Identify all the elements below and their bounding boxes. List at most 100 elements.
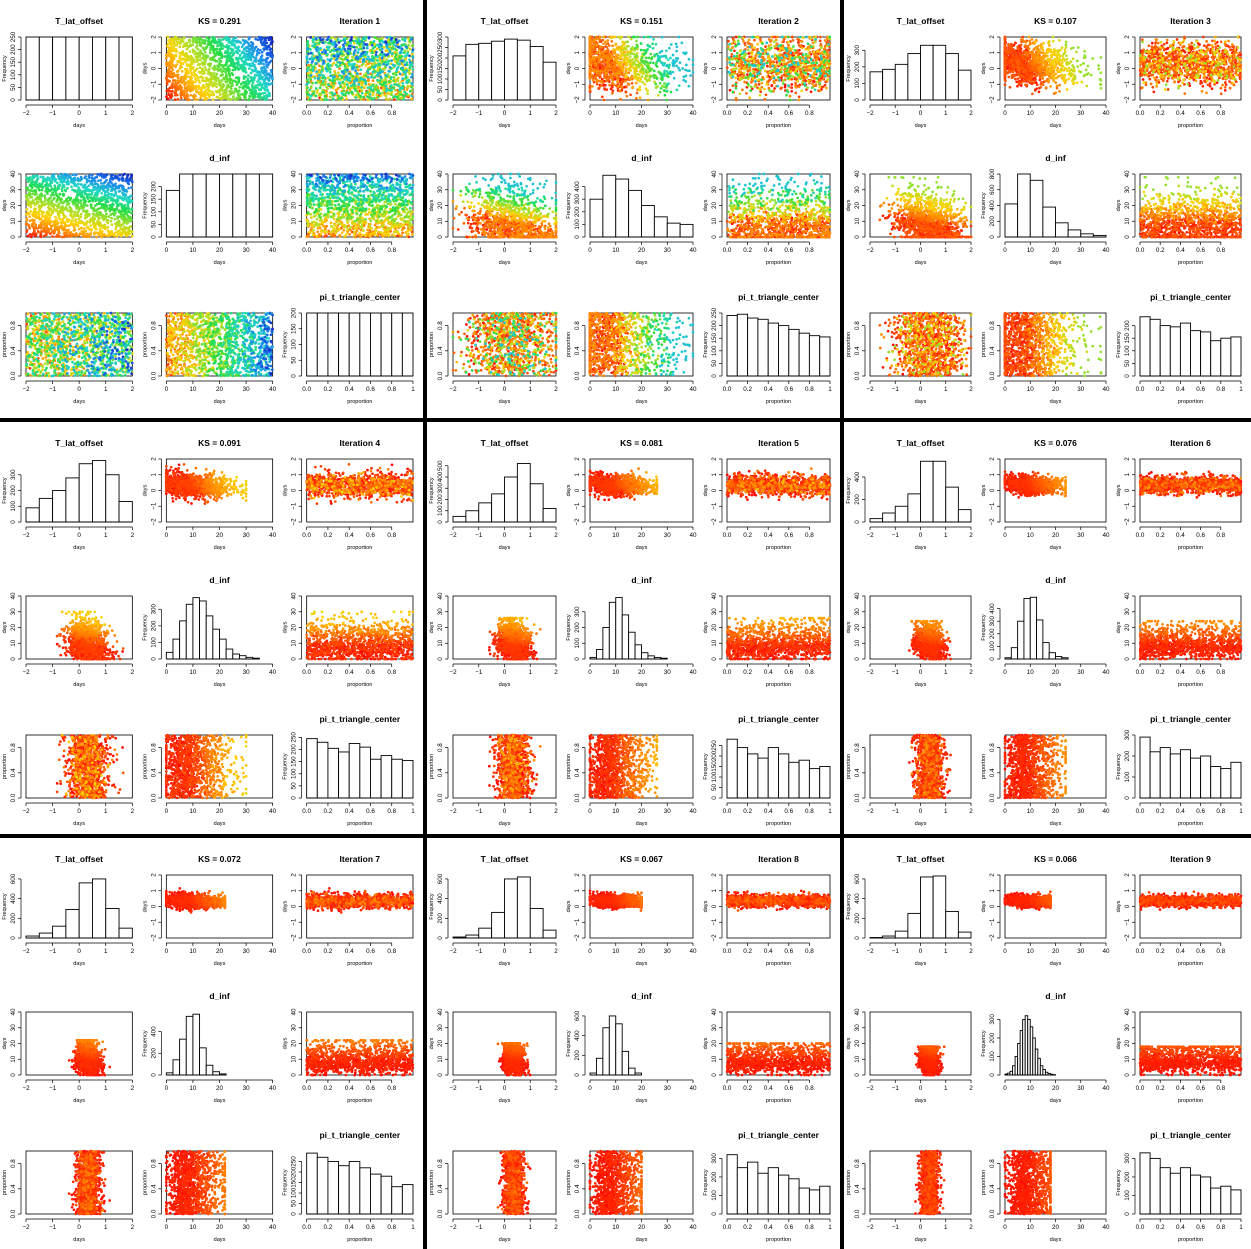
scatter-point	[171, 82, 174, 85]
scatter-point	[271, 54, 274, 57]
scatter-point	[199, 59, 202, 62]
scatter-point	[177, 74, 180, 77]
y-tick-label: 2	[150, 35, 157, 39]
scatter-point	[260, 36, 263, 39]
scatter-point	[204, 51, 207, 54]
scatter-point	[183, 37, 186, 40]
scatter-point	[202, 46, 205, 49]
scatter-point	[166, 54, 169, 57]
scatter-point	[228, 38, 231, 41]
scatter-point	[238, 77, 241, 80]
scatter-point	[184, 78, 187, 81]
scatter-point	[200, 91, 203, 94]
scatter-point	[253, 77, 256, 80]
scatter-point	[251, 84, 254, 87]
scatter-point	[410, 98, 413, 101]
pi-triangle-title: pi_t_triangle_center	[319, 292, 400, 302]
scatter-point	[325, 91, 328, 94]
scatter-point	[202, 76, 205, 79]
scatter-point	[266, 57, 269, 60]
scatter-point	[221, 73, 224, 76]
x-tick-label: 0.2	[324, 110, 333, 117]
scatter-point	[225, 74, 228, 77]
scatter-point	[186, 75, 189, 78]
scatter-point	[174, 98, 177, 101]
scatter-point	[212, 98, 215, 101]
scatter-point	[239, 54, 242, 57]
scatter-point	[307, 72, 310, 75]
scatter-point	[215, 75, 218, 78]
y-tick-label: 1	[291, 51, 298, 55]
scatter-point	[175, 63, 178, 66]
scatter-point	[205, 68, 208, 71]
scatter-point	[169, 87, 172, 90]
scatter-point	[182, 40, 185, 43]
scatter-point	[231, 82, 234, 85]
scatter-point	[258, 97, 261, 100]
scatter-point	[199, 50, 202, 53]
scatter-point	[248, 98, 251, 101]
x-tick-label: 0.4	[345, 110, 354, 117]
scatter-point	[175, 44, 178, 47]
scatter-point	[194, 95, 197, 98]
scatter-point	[220, 52, 223, 55]
scatter-point	[217, 77, 220, 80]
scatter-point	[211, 84, 214, 87]
scatter-point	[209, 62, 212, 65]
scatter-point	[367, 80, 370, 83]
x-tick-label: 0.8	[387, 110, 396, 117]
scatter-point	[244, 96, 247, 99]
scatter-point	[248, 67, 251, 70]
scatter-point	[250, 72, 253, 75]
scatter-point	[266, 88, 269, 91]
scatter-point	[218, 79, 221, 82]
scatter-point	[228, 68, 231, 71]
scatter-point	[182, 50, 185, 53]
scatter-point	[316, 91, 319, 94]
scatter-point	[265, 45, 268, 48]
scatter-point	[242, 87, 245, 90]
scatter-point	[178, 46, 181, 49]
scatter-point	[170, 93, 173, 96]
scatter-point	[185, 52, 188, 55]
scatter-point	[406, 88, 409, 91]
scatter-point	[219, 81, 222, 84]
scatter-point	[372, 79, 375, 82]
scatter-point	[359, 60, 362, 63]
y-tick-label: 200	[10, 44, 17, 55]
scatter-point	[204, 89, 207, 92]
scatter-point	[270, 36, 273, 39]
scatter-point	[215, 82, 218, 85]
scatter-point	[247, 42, 250, 45]
scatter-point	[193, 50, 196, 53]
scatter-point	[204, 39, 207, 42]
scatter-point	[244, 67, 247, 70]
y-axis-label: days	[283, 62, 289, 74]
y-tick-label: 150	[10, 56, 17, 67]
scatter-point	[171, 90, 174, 93]
scatter-point	[193, 59, 196, 62]
scatter-point	[196, 67, 199, 70]
scatter-point	[179, 84, 182, 87]
hist-bar	[106, 37, 119, 100]
scatter-point	[216, 60, 219, 63]
scatter-point	[247, 74, 250, 77]
scatter-point	[197, 58, 200, 61]
scatter-point	[254, 89, 257, 92]
scatter-point	[266, 36, 269, 39]
scatter-point	[238, 86, 241, 89]
y-tick-label: 2	[291, 35, 298, 39]
scatter-point	[167, 97, 170, 100]
scatter-point	[196, 44, 199, 47]
scatter-point	[246, 77, 249, 80]
scatter-point	[261, 76, 264, 79]
scatter-point	[234, 36, 237, 39]
scatter-point	[263, 66, 266, 69]
scatter-point	[221, 47, 224, 50]
hist-bar	[39, 37, 52, 100]
scatter-point	[182, 62, 185, 65]
scatter-point	[271, 82, 274, 85]
scatter-point	[207, 91, 210, 94]
scatter-point	[199, 37, 202, 40]
scatter-point	[166, 36, 169, 39]
